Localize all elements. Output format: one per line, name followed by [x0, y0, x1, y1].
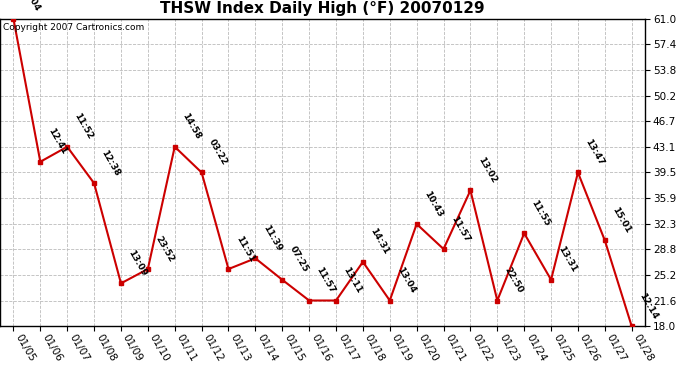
Text: 14:31: 14:31: [368, 227, 391, 256]
Text: 12:38: 12:38: [99, 148, 121, 178]
Text: 13:31: 13:31: [557, 245, 579, 274]
Text: 13:11: 13:11: [342, 266, 364, 295]
Text: 23:52: 23:52: [153, 234, 175, 264]
Text: 15:01: 15:01: [611, 206, 633, 235]
Text: Copyright 2007 Cartronics.com: Copyright 2007 Cartronics.com: [3, 23, 144, 32]
Title: THSW Index Daily High (°F) 20070129: THSW Index Daily High (°F) 20070129: [160, 1, 485, 16]
Text: 13:09: 13:09: [126, 249, 148, 278]
Text: 11:39: 11:39: [261, 224, 283, 253]
Text: 11:51: 11:51: [234, 234, 256, 264]
Text: 11:57: 11:57: [449, 214, 471, 243]
Text: 13:47: 13:47: [584, 138, 606, 167]
Text: 14:58: 14:58: [180, 112, 202, 141]
Text: 07:25: 07:25: [288, 245, 310, 274]
Text: 12:41: 12:41: [46, 127, 68, 156]
Text: 22:50: 22:50: [503, 266, 525, 295]
Text: 03:22: 03:22: [207, 138, 229, 167]
Text: 11:52: 11:52: [72, 112, 95, 141]
Text: 12:14: 12:14: [638, 291, 660, 321]
Text: 13:02: 13:02: [476, 156, 498, 185]
Text: 11:55: 11:55: [530, 198, 552, 228]
Text: 10:43: 10:43: [422, 189, 444, 218]
Text: 13:04: 13:04: [395, 266, 417, 295]
Text: 11:57: 11:57: [315, 266, 337, 295]
Text: 12:04: 12:04: [19, 0, 41, 13]
